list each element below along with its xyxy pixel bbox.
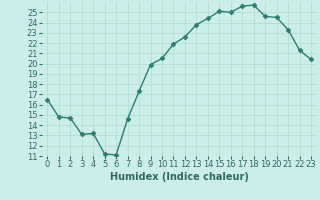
X-axis label: Humidex (Indice chaleur): Humidex (Indice chaleur) [110, 172, 249, 182]
